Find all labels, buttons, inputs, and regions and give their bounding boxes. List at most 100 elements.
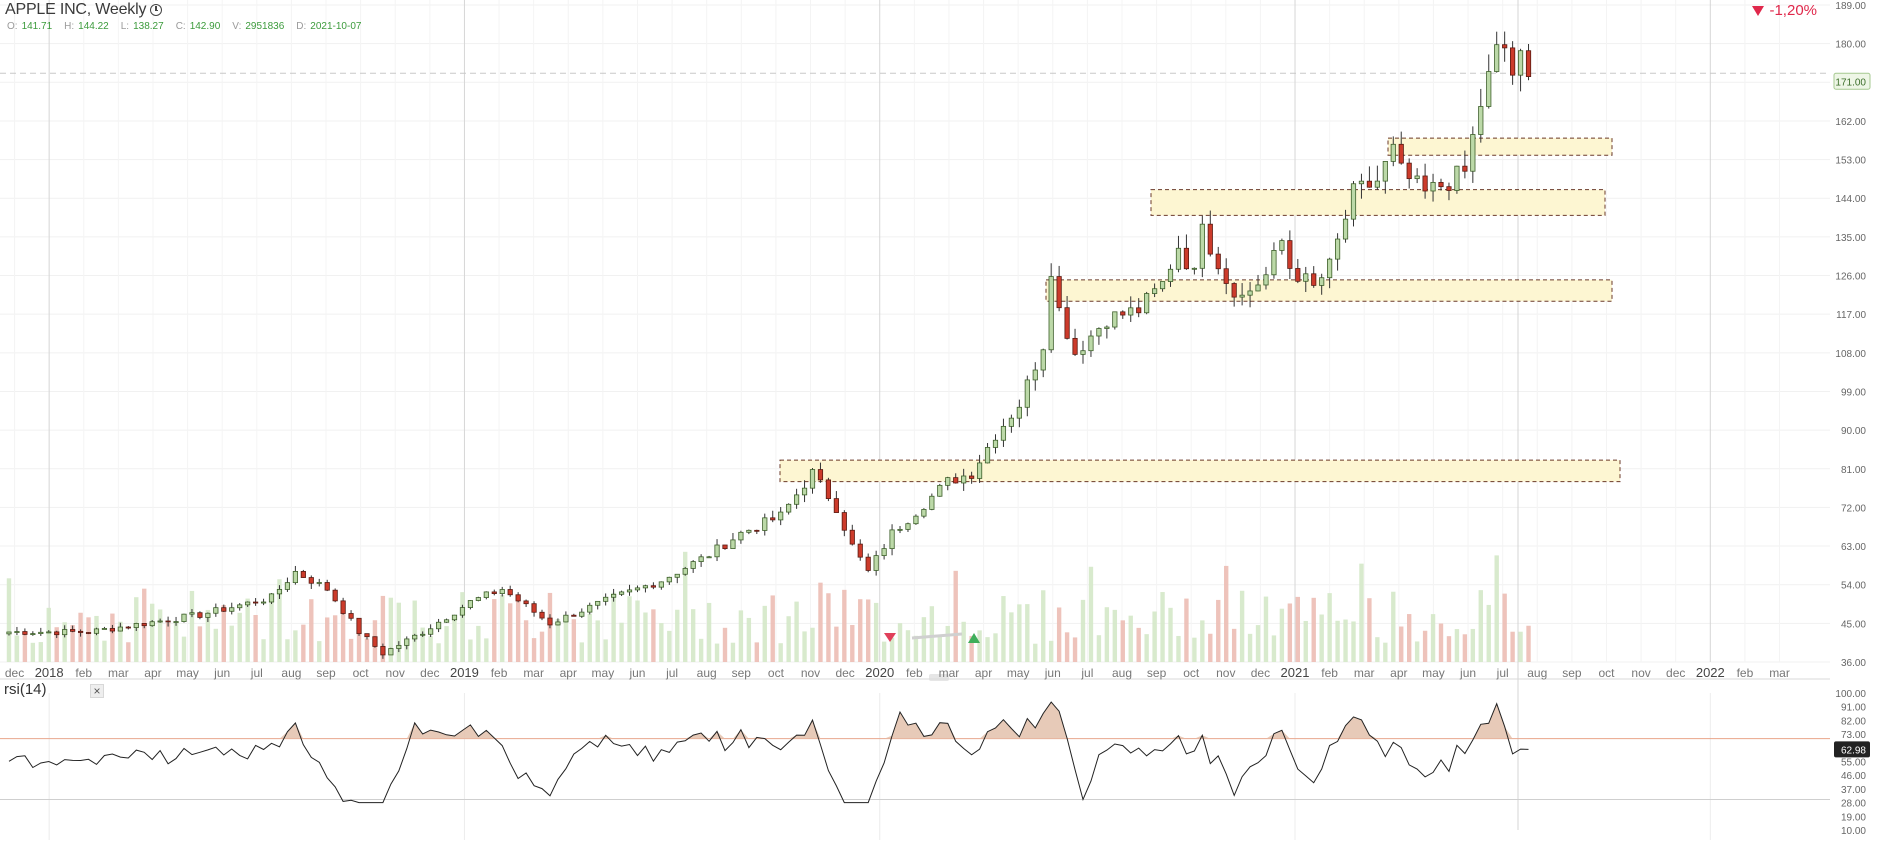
- time-tick-label: dec: [835, 666, 854, 680]
- volume-bar: [1136, 627, 1141, 662]
- candle-down: [1438, 182, 1444, 188]
- candle-down: [825, 479, 832, 500]
- volume-bar: [452, 616, 457, 662]
- candle-down: [141, 623, 147, 627]
- volume-bar: [1152, 611, 1157, 662]
- volume-bar: [690, 609, 696, 662]
- volume-bar: [165, 622, 171, 662]
- candle-up: [1191, 267, 1197, 270]
- candle-up: [1382, 161, 1388, 182]
- candle-down: [1207, 223, 1213, 255]
- volume-bar: [428, 636, 433, 662]
- volume-bar: [858, 599, 863, 662]
- price-tick-label: 162.00: [1835, 117, 1866, 128]
- candle-down: [356, 617, 362, 635]
- current-rsi-label: 62.98: [1841, 745, 1866, 756]
- ohlc-close: C: 142.90: [175, 21, 221, 32]
- volume-bar: [993, 633, 998, 662]
- volume-bar: [1120, 620, 1125, 662]
- volume-bar: [1303, 620, 1308, 662]
- rsi-close-button[interactable]: ×: [90, 684, 104, 698]
- candle-up: [1247, 290, 1253, 296]
- volume-bar: [826, 593, 831, 662]
- time-tick-label: 2021: [1281, 665, 1310, 680]
- candle-down: [722, 544, 728, 550]
- candle-up: [730, 539, 736, 550]
- candle-up: [1239, 294, 1245, 298]
- rsi-pane: [0, 678, 1830, 804]
- candle-up: [579, 611, 585, 617]
- time-tick-label: sep: [1147, 666, 1167, 680]
- volume-bar: [913, 635, 919, 662]
- candle-up: [1144, 293, 1150, 314]
- time-tick-label: mar: [523, 666, 544, 680]
- price-tick-label: 45.00: [1841, 619, 1866, 630]
- time-tick-label: jun: [213, 666, 230, 680]
- volume-bar: [794, 601, 799, 662]
- candle-up: [881, 548, 887, 557]
- candle-up: [618, 591, 625, 595]
- volume-bar: [484, 638, 489, 662]
- volume-bar: [126, 642, 131, 662]
- volume-bar: [945, 625, 950, 662]
- candle-up: [1279, 240, 1285, 251]
- candle-down: [953, 477, 959, 484]
- candle-up: [1454, 165, 1460, 191]
- volume-bar: [6, 578, 12, 662]
- candle-up: [388, 648, 394, 656]
- volume-bar: [722, 627, 728, 662]
- time-tick-label: mar: [1354, 666, 1375, 680]
- volume-bar: [595, 620, 600, 662]
- volume-bar: [889, 637, 895, 662]
- volume-bar: [1144, 634, 1149, 662]
- clock-icon[interactable]: [150, 4, 163, 16]
- volume-bar: [325, 617, 330, 662]
- volume-bar: [714, 643, 720, 662]
- candle-up: [666, 576, 672, 583]
- candle-down: [1446, 186, 1452, 191]
- time-tick-label: oct: [353, 666, 370, 680]
- candle-down: [332, 589, 338, 602]
- candle-up: [38, 631, 44, 634]
- volume-bar: [1399, 626, 1404, 662]
- candle-down: [491, 591, 497, 594]
- candle-up: [992, 439, 999, 448]
- volume-bar: [1247, 633, 1253, 662]
- volume-bar: [1446, 636, 1452, 662]
- candle-up: [642, 585, 649, 589]
- candle-down: [125, 626, 131, 629]
- volume-bar: [460, 592, 465, 662]
- volume-bar: [802, 631, 807, 662]
- candle-up: [157, 620, 163, 623]
- candle-up: [809, 469, 816, 489]
- candle-up: [1048, 276, 1054, 351]
- volume-bar: [205, 609, 211, 662]
- candle-up: [1486, 71, 1492, 107]
- volume-bar: [1160, 592, 1165, 662]
- candle-up: [674, 573, 680, 578]
- volume-bar: [293, 630, 298, 662]
- time-tick-label: may: [592, 666, 615, 680]
- volume-bar: [1041, 590, 1046, 662]
- candle-down: [380, 646, 386, 656]
- candle-up: [1494, 44, 1500, 72]
- volume-bar: [905, 630, 911, 662]
- candle-up: [1040, 349, 1046, 371]
- candle-down: [571, 614, 577, 617]
- volume-bar: [635, 600, 640, 662]
- volume-bar: [985, 637, 990, 662]
- volume-bar: [237, 612, 242, 662]
- volume-bar: [977, 630, 982, 662]
- candle-up: [292, 571, 298, 584]
- candle-down: [857, 543, 863, 558]
- symbol-title: APPLE INC, Weekly: [5, 1, 147, 18]
- candle-up: [611, 593, 617, 598]
- volume-bar: [468, 639, 473, 662]
- candle-up: [1008, 417, 1014, 427]
- candle-up: [634, 587, 641, 591]
- candle-up: [499, 589, 505, 594]
- volume-bar: [476, 625, 481, 662]
- price-tick-label: 99.00: [1841, 387, 1866, 398]
